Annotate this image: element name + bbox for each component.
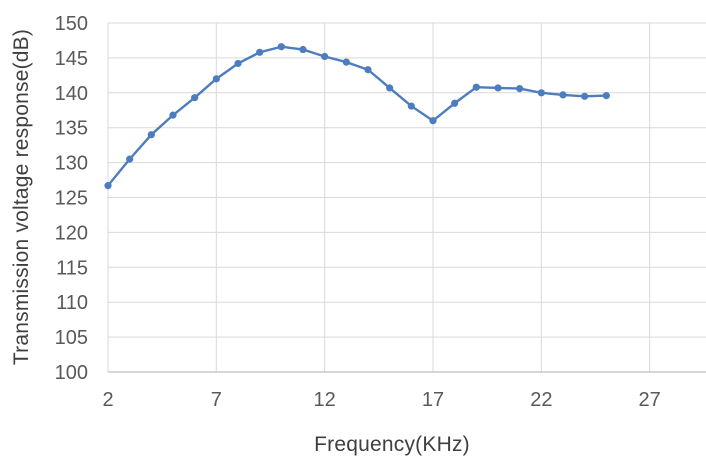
data-point-marker: [169, 111, 177, 119]
data-point-marker: [191, 94, 199, 102]
data-point-marker: [407, 102, 415, 110]
series-line: [106, 45, 608, 187]
x-tick-label: 2: [102, 389, 113, 411]
data-point-marker: [537, 89, 545, 97]
data-point-marker: [299, 45, 307, 54]
data-point-marker: [602, 91, 610, 100]
x-tick-label: 7: [211, 389, 222, 411]
y-tick-label: 125: [55, 188, 88, 210]
data-point-marker: [277, 43, 285, 51]
x-tick-label: 27: [639, 389, 661, 411]
y-tick-label: 140: [55, 83, 88, 105]
data-point-marker: [234, 59, 242, 68]
y-tick-label: 130: [55, 153, 88, 175]
y-tick-label: 100: [55, 362, 88, 384]
y-tick-label: 110: [56, 292, 88, 314]
x-axis-title: Frequency(KHz): [314, 433, 470, 456]
data-point-marker: [126, 155, 134, 163]
y-tick-label: 115: [56, 257, 88, 279]
y-tick-label: 150: [55, 13, 88, 35]
x-tick-label: 17: [422, 389, 444, 411]
data-point-marker: [212, 75, 220, 83]
data-point-marker: [429, 117, 437, 125]
data-point-marker: [364, 66, 372, 74]
data-point-marker: [386, 84, 394, 92]
y-axis-title: Transmission voltage response(dB): [10, 28, 33, 366]
data-point-marker: [559, 91, 567, 99]
y-tick-label: 105: [55, 327, 88, 349]
data-point-marker: [342, 58, 350, 66]
data-point-marker: [581, 92, 589, 100]
data-point-marker: [472, 83, 480, 91]
data-point-marker: [516, 85, 524, 93]
data-point-marker: [256, 48, 264, 56]
data-point-marker: [494, 84, 502, 92]
x-tick-label: 12: [314, 389, 336, 411]
data-point-marker: [147, 131, 155, 139]
x-tick-label: 22: [530, 389, 552, 411]
y-tick-label: 120: [55, 222, 88, 244]
data-point-marker: [321, 52, 329, 61]
y-tick-label: 145: [55, 48, 88, 70]
data-point-marker: [451, 99, 459, 107]
y-tick-label: 135: [55, 118, 88, 140]
data-point-marker: [104, 182, 112, 190]
